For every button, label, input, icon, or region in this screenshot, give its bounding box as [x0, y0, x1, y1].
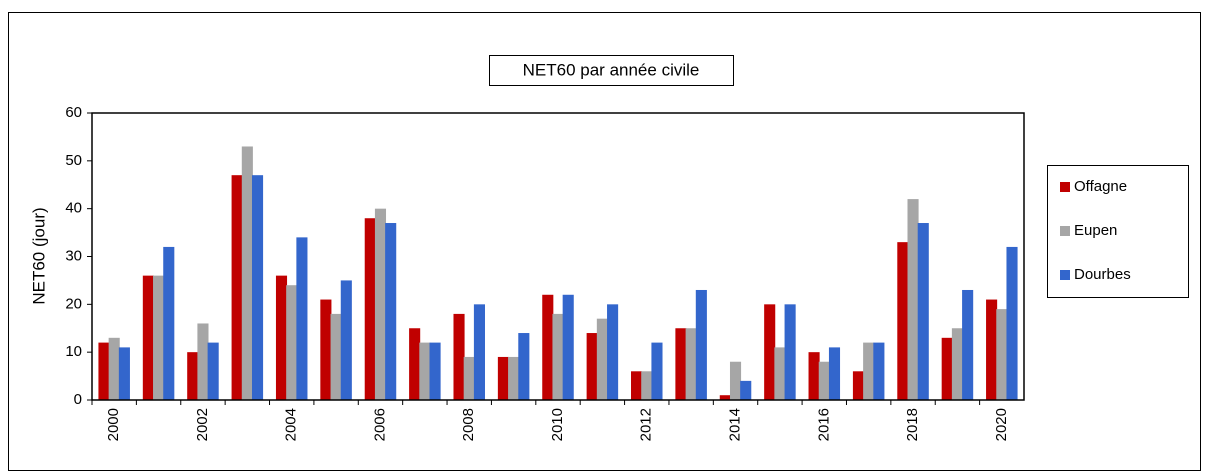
y-tick-label: 60: [65, 104, 82, 121]
bar: [163, 246, 175, 400]
bar: [374, 208, 387, 400]
legend-label: Offagne: [1074, 178, 1127, 195]
bar: [231, 175, 243, 400]
y-tick-label: 20: [65, 295, 82, 312]
y-tick-label: 10: [65, 343, 82, 360]
y-tick-label: 0: [74, 391, 82, 408]
legend-label: Eupen: [1074, 222, 1117, 239]
legend-swatch: [1060, 270, 1070, 280]
legend-swatch: [1060, 226, 1070, 236]
chart-title: NET60 par année civile: [523, 60, 700, 79]
x-tick-label: 2018: [904, 408, 921, 441]
bar: [429, 342, 441, 400]
bar: [962, 289, 974, 400]
x-tick-label: 2020: [993, 408, 1010, 441]
bar: [631, 371, 643, 400]
x-tick-label: 2004: [283, 408, 300, 441]
bar: [207, 342, 219, 400]
bar: [873, 342, 885, 400]
bar: [729, 361, 742, 400]
y-tick-label: 30: [65, 247, 82, 264]
bar: [518, 333, 530, 400]
x-tick-label: 2002: [194, 408, 211, 441]
bar: [986, 299, 998, 400]
bar: [1006, 246, 1018, 400]
bar: [320, 299, 332, 400]
bar: [364, 218, 376, 400]
bar: [907, 199, 919, 400]
legend-swatch: [1060, 182, 1070, 192]
bar: [719, 395, 731, 400]
bar: [685, 328, 697, 400]
bar: [419, 342, 431, 400]
bar: [586, 333, 598, 400]
bar: [675, 328, 687, 400]
bar: [784, 304, 796, 400]
bar: [917, 223, 929, 400]
title-box: [489, 55, 734, 86]
bar: [852, 371, 865, 400]
bar: [996, 309, 1008, 400]
bar: [473, 304, 485, 400]
bar: [453, 313, 465, 400]
bar: [330, 313, 342, 400]
bar: [275, 275, 288, 400]
bar: [951, 328, 963, 400]
bar: [596, 318, 608, 400]
bar: [508, 356, 520, 400]
bar: [863, 342, 875, 400]
bar: [497, 356, 509, 400]
y-tick-label: 40: [65, 200, 82, 217]
bar: [118, 347, 130, 400]
bar: [740, 380, 752, 400]
x-tick-label: 2010: [549, 408, 566, 441]
bar: [385, 223, 397, 400]
x-tick-label: 2012: [638, 408, 655, 441]
x-tick-label: 2016: [815, 408, 832, 441]
bar: [828, 347, 841, 400]
y-axis-label: NET60 (jour): [29, 207, 48, 304]
bar: [251, 175, 264, 400]
bar: [340, 280, 352, 400]
bar: [197, 323, 209, 400]
bar: [607, 304, 619, 400]
bar: [108, 337, 120, 400]
bar: [818, 361, 830, 400]
bar: [142, 275, 154, 400]
bar: [897, 242, 909, 400]
bar: [552, 313, 564, 400]
x-tick-label: 2014: [726, 408, 743, 441]
bar: [187, 352, 199, 400]
bar: [562, 294, 574, 400]
bar: [98, 342, 110, 400]
bar: [296, 237, 308, 400]
x-tick-label: 2000: [105, 408, 122, 441]
bar: [651, 342, 663, 400]
bar: [641, 371, 653, 400]
bar: [764, 304, 776, 400]
plot-frame: [91, 112, 1025, 401]
bar: [542, 294, 554, 400]
legend-box: [1047, 165, 1189, 298]
bar: [286, 285, 298, 400]
bar: [409, 328, 421, 400]
bar: [774, 347, 786, 400]
bar: [808, 352, 820, 400]
bar: [463, 356, 475, 400]
bar: [941, 337, 953, 400]
bar: [241, 146, 253, 400]
bar: [695, 289, 707, 400]
legend-label: Dourbes: [1074, 266, 1131, 283]
bar: [153, 275, 165, 400]
x-tick-label: 2008: [460, 408, 477, 441]
x-tick-label: 2006: [371, 408, 388, 441]
y-tick-label: 50: [65, 152, 82, 169]
